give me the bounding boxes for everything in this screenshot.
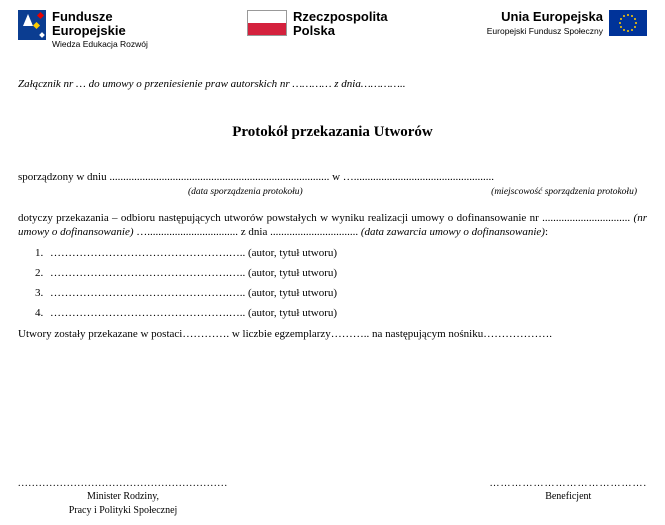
caption-row: (data sporządzenia protokołu) (miejscowo… bbox=[18, 186, 647, 199]
sign-dots-right: ……………………………………. bbox=[490, 477, 648, 491]
fe-logo-block: Fundusze Europejskie Wiedza Edukacja Roz… bbox=[18, 10, 148, 51]
works-list: ………………………………………….….. (autor, tytuł utwor… bbox=[46, 246, 647, 320]
fe-title-2: Europejskie bbox=[52, 24, 148, 38]
fe-sub: Wiedza Edukacja Rozwój bbox=[52, 39, 148, 50]
document-title: Protokół przekazania Utworów bbox=[18, 122, 647, 142]
list-item: ………………………………………….….. (autor, tytuł utwor… bbox=[46, 286, 647, 301]
footer-right: ……………………………………. Beneficjent bbox=[490, 477, 648, 518]
form-line: Utwory zostały przekazane w postaci………….… bbox=[18, 327, 647, 342]
pl-flag-icon bbox=[247, 10, 287, 36]
eu-sub: Europejski Fundusz Społeczny bbox=[487, 26, 603, 37]
intro-paragraph: dotyczy przekazania – odbioru następując… bbox=[18, 211, 647, 241]
header-logos: Fundusze Europejskie Wiedza Edukacja Roz… bbox=[18, 10, 647, 51]
footer-right-1: Beneficjent bbox=[490, 490, 648, 504]
p1a: dotyczy przekazania – odbioru następując… bbox=[18, 212, 630, 224]
list-item: ………………………………………….….. (autor, tytuł utwor… bbox=[46, 266, 647, 281]
fe-logo-icon bbox=[18, 10, 46, 40]
fe-title-1: Fundusze bbox=[52, 10, 148, 24]
footer-left: ........................................… bbox=[18, 477, 228, 518]
list-item: ………………………………………….….. (autor, tytuł utwor… bbox=[46, 306, 647, 321]
footer-left-1: Minister Rodziny, bbox=[18, 490, 228, 504]
p1c: …................................. z dni… bbox=[136, 226, 358, 238]
attachment-line: Załącznik nr … do umowy o przeniesienie … bbox=[18, 77, 647, 92]
pl-logo-block: Rzeczpospolita Polska bbox=[247, 10, 388, 37]
footer: ........................................… bbox=[18, 477, 647, 518]
p1e: : bbox=[545, 226, 548, 238]
date-place-line: sporządzony w dniu .....................… bbox=[18, 170, 647, 185]
pl-title-2: Polska bbox=[293, 24, 388, 38]
footer-left-2: Pracy i Polityki Społecznej bbox=[18, 504, 228, 518]
p1d: (data zawarcia umowy o dofinansowanie) bbox=[358, 226, 545, 238]
sign-dots-left: ........................................… bbox=[18, 477, 228, 491]
eu-logo-block: Unia Europejska Europejski Fundusz Społe… bbox=[487, 10, 647, 37]
caption-place: (miejscowość sporządzenia protokołu) bbox=[491, 186, 637, 199]
caption-date: (data sporządzenia protokołu) bbox=[188, 186, 303, 199]
eu-flag-icon bbox=[609, 10, 647, 36]
list-item: ………………………………………….….. (autor, tytuł utwor… bbox=[46, 246, 647, 261]
pl-title-1: Rzeczpospolita bbox=[293, 10, 388, 24]
eu-title: Unia Europejska bbox=[501, 10, 603, 24]
